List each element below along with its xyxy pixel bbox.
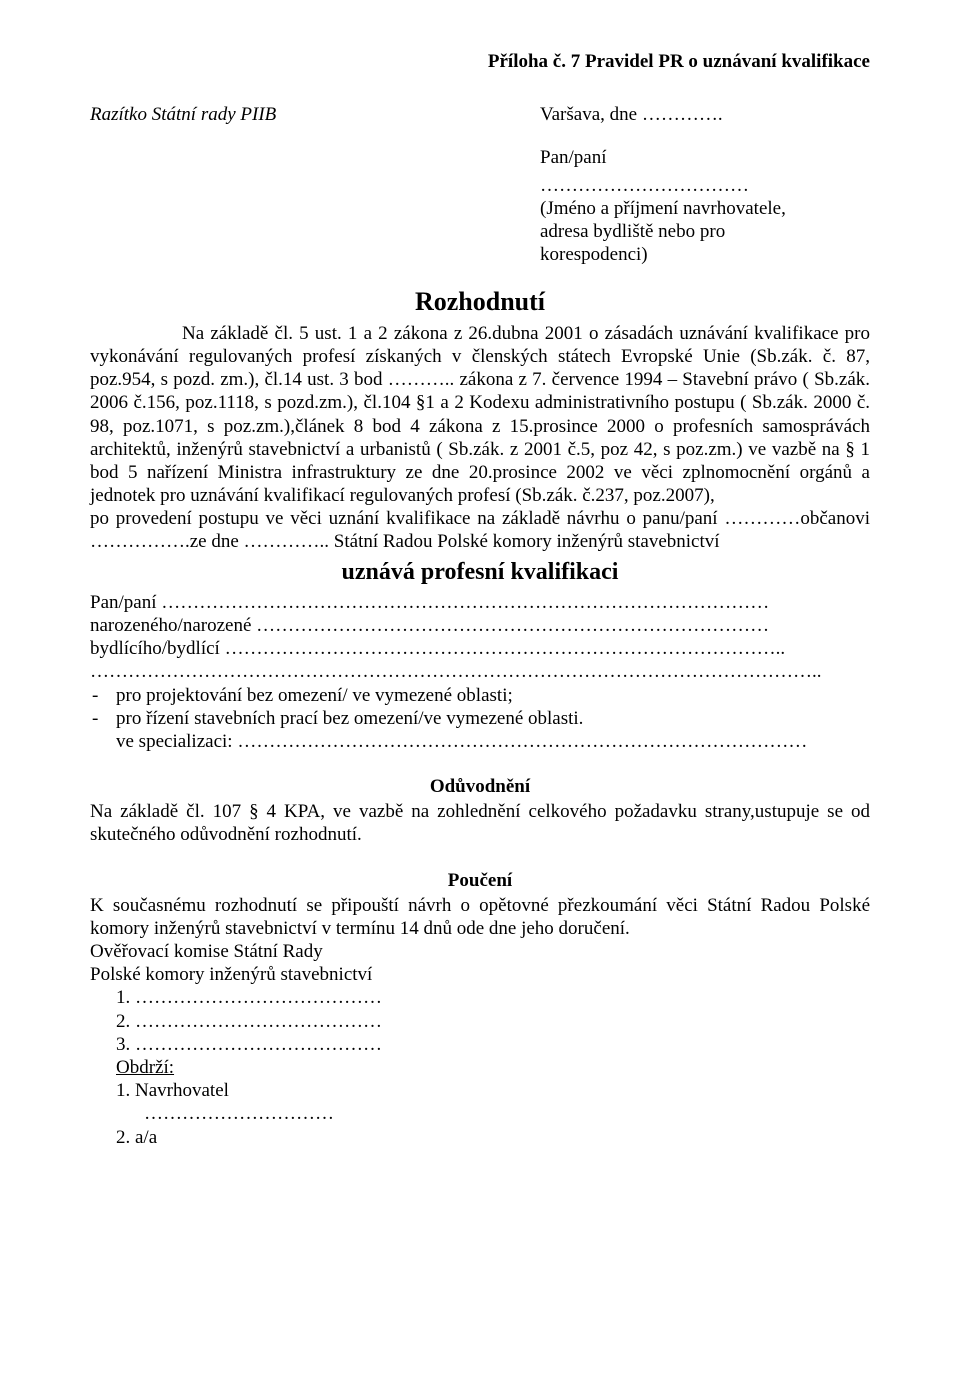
recipient-1: 1. Navrhovatel — [90, 1079, 870, 1102]
born-fill-line: narozeného/narozené ……………………………………………………… — [90, 614, 870, 637]
mr-mrs-label: Pan/paní — [540, 146, 870, 169]
document-page: Příloha č. 7 Pravidel PR o uznávaní kval… — [0, 0, 960, 1392]
decision-title: Rozhodnutí — [90, 286, 870, 318]
scope-item-design: pro projektování bez omezení/ ve vymezen… — [116, 684, 870, 707]
commission-line-1: Ověřovací komise Státní Rady — [90, 940, 870, 963]
signature-list: 1. ………………………………… 2. ………………………………… 3. ………… — [90, 986, 870, 1056]
header-two-columns: Razítko Státní rady PIIB Varšava, dne ……… — [90, 103, 870, 266]
recipient-1-dots: ………………………… — [90, 1102, 870, 1125]
addressee-block: Varšava, dne …………. Pan/paní …………………………… … — [420, 103, 870, 266]
scope-item-construction: pro řízení stavebních prací bez omezení/… — [116, 707, 870, 730]
signature-line-2: 2. ………………………………… — [116, 1010, 870, 1033]
legal-body-text-1: Na základě čl. 5 ust. 1 a 2 zákona z 26.… — [90, 323, 870, 506]
specialization-line: ve specializaci: ……………………………………………………………… — [90, 730, 870, 753]
place-date-line: Varšava, dne …………. — [540, 103, 870, 126]
legal-body-paragraph-1: Na základě čl. 5 ust. 1 a 2 zákona z 26.… — [90, 322, 870, 507]
commission-line-2: Polské komory inženýrů stavebnictví — [90, 963, 870, 986]
instruction-body: K současnému rozhodnutí se připouští náv… — [90, 894, 870, 940]
residing-fill-line: bydlícího/bydlící …………………………………………………………… — [90, 637, 870, 660]
legal-body-paragraph-2: po provedení postupu ve věci uznání kval… — [90, 507, 870, 553]
header-attachment-line: Příloha č. 7 Pravidel PR o uznávaní kval… — [90, 50, 870, 73]
stamp-label: Razítko Státní rady PIIB — [90, 103, 420, 266]
addressee-paren-line1: (Jméno a příjmení navrhovatele, — [540, 197, 870, 220]
instruction-heading: Poučení — [90, 869, 870, 892]
addressee-paren-line2: adresa bydliště nebo pro — [540, 220, 870, 243]
scope-list: pro projektování bez omezení/ ve vymezen… — [90, 684, 870, 730]
recipients-heading: Obdrží: — [90, 1056, 870, 1079]
signature-line-3: 3. ………………………………… — [116, 1033, 870, 1056]
justification-heading: Odůvodnění — [90, 775, 870, 798]
dots-fill-line: …………………………………………………………………………………………………….. — [90, 660, 870, 683]
addressee-dots: …………………………… — [540, 174, 870, 197]
signature-line-1: 1. ………………………………… — [116, 986, 870, 1009]
recipient-2: 2. a/a — [90, 1126, 870, 1149]
recognizes-qualification-title: uznává profesní kvalifikaci — [90, 558, 870, 587]
mr-mrs-fill-line: Pan/paní …………………………………………………………………………………… — [90, 591, 870, 614]
justification-body: Na základě čl. 107 § 4 KPA, ve vazbě na … — [90, 800, 870, 846]
addressee-paren-line3: korespodenci) — [540, 243, 870, 266]
